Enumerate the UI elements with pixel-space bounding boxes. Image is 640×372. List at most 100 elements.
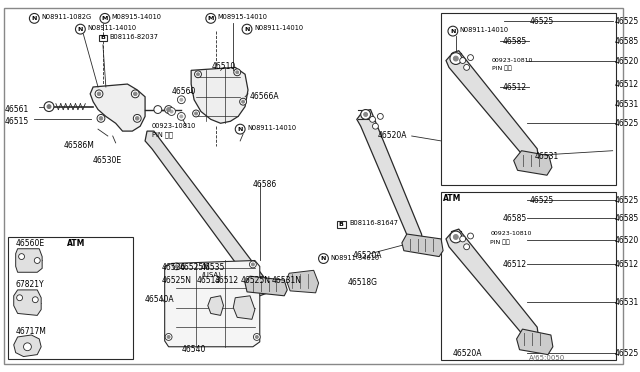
Circle shape (468, 233, 474, 239)
Polygon shape (164, 260, 260, 347)
Text: 46585: 46585 (614, 214, 639, 224)
Circle shape (99, 116, 103, 120)
Circle shape (252, 263, 254, 266)
Circle shape (236, 124, 245, 134)
Polygon shape (90, 84, 145, 131)
Text: (USA): (USA) (201, 271, 221, 278)
Text: 46540: 46540 (182, 345, 206, 354)
Circle shape (35, 257, 40, 263)
Text: 46531: 46531 (614, 298, 639, 307)
Text: 46585: 46585 (503, 214, 527, 224)
Text: PIN ビン: PIN ビン (152, 131, 173, 138)
Text: 46512: 46512 (503, 83, 527, 92)
Text: 46512: 46512 (503, 260, 527, 269)
Polygon shape (145, 131, 268, 296)
Text: 00923-10810: 00923-10810 (152, 123, 196, 129)
Circle shape (133, 115, 141, 122)
Polygon shape (446, 229, 539, 345)
Text: 46525M: 46525M (179, 263, 211, 272)
Text: B08116-82037: B08116-82037 (110, 34, 159, 40)
Text: B: B (100, 35, 106, 41)
Text: B: B (339, 222, 344, 227)
Text: 46530E: 46530E (93, 155, 122, 165)
Circle shape (17, 295, 22, 301)
Circle shape (453, 56, 458, 61)
Text: 46531N: 46531N (271, 276, 301, 285)
Text: PIN ビン: PIN ビン (492, 65, 512, 71)
Circle shape (242, 24, 252, 34)
Text: N: N (31, 16, 37, 21)
Bar (99, 35, 108, 41)
Circle shape (378, 113, 383, 119)
Circle shape (165, 334, 172, 340)
Circle shape (195, 112, 198, 115)
Circle shape (175, 265, 178, 268)
Circle shape (239, 98, 246, 105)
Circle shape (97, 92, 100, 96)
Text: 46525N: 46525N (240, 276, 270, 285)
Polygon shape (286, 270, 319, 293)
Text: N08911-14010: N08911-14010 (247, 125, 296, 131)
Circle shape (450, 53, 461, 64)
Text: 46513: 46513 (197, 276, 221, 285)
Circle shape (236, 71, 239, 74)
Text: 46561: 46561 (5, 105, 29, 113)
Text: 46525: 46525 (614, 196, 639, 205)
Text: 46525: 46525 (529, 17, 554, 26)
Circle shape (453, 234, 458, 240)
Text: M: M (102, 16, 108, 21)
Circle shape (24, 343, 31, 351)
Circle shape (19, 254, 24, 260)
Text: N08911-14010: N08911-14010 (87, 25, 136, 31)
Text: 46520A: 46520A (453, 349, 483, 358)
Text: 46525: 46525 (529, 196, 554, 205)
Polygon shape (234, 296, 255, 319)
Text: PIN ビン: PIN ビン (490, 239, 510, 244)
Text: 46526: 46526 (162, 263, 186, 272)
Text: N: N (321, 256, 326, 261)
Text: M: M (207, 16, 214, 21)
Text: 46515: 46515 (5, 118, 29, 126)
Polygon shape (446, 51, 539, 166)
Polygon shape (13, 335, 41, 357)
Text: 46512: 46512 (214, 276, 239, 285)
Bar (441, 192, 616, 360)
Bar (441, 13, 616, 185)
Circle shape (44, 102, 54, 112)
Text: N: N (244, 27, 250, 32)
Circle shape (177, 96, 185, 104)
Circle shape (131, 90, 139, 98)
Circle shape (372, 123, 378, 129)
Circle shape (369, 116, 376, 122)
Text: N08911-14010: N08911-14010 (460, 27, 509, 33)
Text: 46560: 46560 (172, 87, 196, 96)
Circle shape (255, 336, 259, 339)
Text: 46585: 46585 (614, 37, 639, 46)
Text: N: N (237, 126, 243, 132)
Circle shape (168, 108, 175, 115)
Text: 46525: 46525 (614, 349, 639, 358)
Polygon shape (514, 151, 552, 175)
Circle shape (97, 115, 105, 122)
Circle shape (95, 90, 103, 98)
Text: A/65:0050: A/65:0050 (529, 355, 566, 360)
Text: N: N (77, 27, 83, 32)
Circle shape (195, 71, 202, 78)
Circle shape (136, 116, 139, 120)
Text: 46525: 46525 (614, 119, 639, 128)
Text: 46540A: 46540A (145, 295, 175, 304)
Text: 46531: 46531 (534, 152, 559, 161)
Circle shape (234, 69, 241, 76)
Text: 46512: 46512 (614, 80, 639, 89)
Text: 46717M: 46717M (16, 327, 47, 336)
Text: B08116-81647: B08116-81647 (349, 220, 398, 226)
Text: 46560E: 46560E (16, 239, 45, 248)
Circle shape (468, 55, 474, 61)
Circle shape (134, 92, 137, 96)
Circle shape (463, 244, 470, 250)
Polygon shape (245, 276, 287, 296)
Circle shape (164, 106, 173, 113)
Circle shape (361, 109, 371, 119)
Polygon shape (13, 290, 41, 315)
Circle shape (242, 100, 244, 103)
